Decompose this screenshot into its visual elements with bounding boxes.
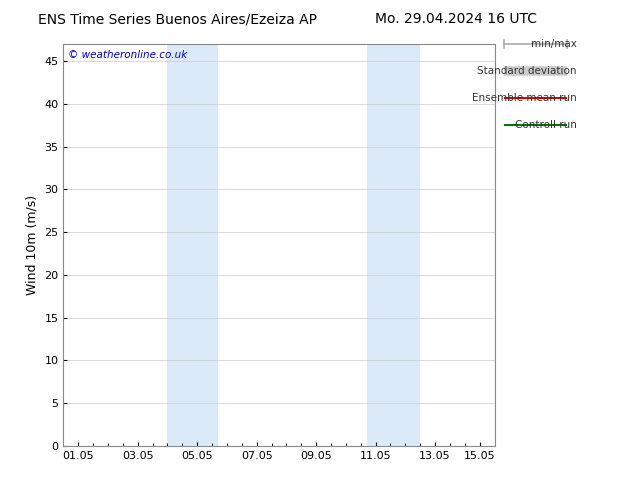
Text: Standard deviation: Standard deviation <box>477 66 577 76</box>
Text: Mo. 29.04.2024 16 UTC: Mo. 29.04.2024 16 UTC <box>375 12 538 26</box>
Y-axis label: Wind 10m (m/s): Wind 10m (m/s) <box>26 195 39 295</box>
Text: © weatheronline.co.uk: © weatheronline.co.uk <box>68 50 187 60</box>
Text: ENS Time Series Buenos Aires/Ezeiza AP: ENS Time Series Buenos Aires/Ezeiza AP <box>38 12 317 26</box>
Text: Controll run: Controll run <box>515 120 577 130</box>
Text: min/max: min/max <box>531 39 577 49</box>
Text: Ensemble mean run: Ensemble mean run <box>472 93 577 103</box>
Bar <box>366 44 420 446</box>
Bar <box>167 44 218 446</box>
